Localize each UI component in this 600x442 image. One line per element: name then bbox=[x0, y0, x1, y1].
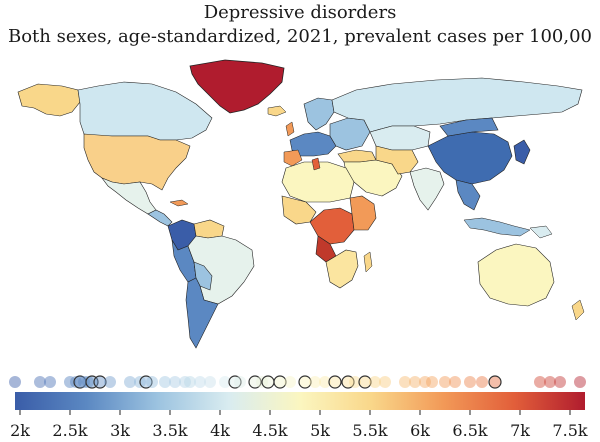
distribution-dot-highlighted[interactable] bbox=[298, 375, 312, 389]
distribution-dot[interactable] bbox=[369, 376, 381, 388]
distribution-dot[interactable] bbox=[70, 376, 82, 388]
distribution-dot[interactable] bbox=[184, 376, 196, 388]
region-southeast-asia[interactable] bbox=[455, 179, 481, 211]
distribution-dot[interactable] bbox=[319, 376, 331, 388]
distribution-dot[interactable] bbox=[9, 376, 21, 388]
distribution-dot[interactable] bbox=[449, 376, 461, 388]
distribution-dot[interactable] bbox=[409, 376, 421, 388]
region-usa[interactable] bbox=[83, 133, 191, 191]
distribution-dot[interactable] bbox=[64, 376, 76, 388]
distribution-dot[interactable] bbox=[146, 376, 158, 388]
colorbar-tick-label: 6k bbox=[410, 421, 430, 440]
region-east-africa[interactable] bbox=[349, 195, 377, 231]
region-russia[interactable] bbox=[331, 77, 583, 133]
distribution-dot[interactable] bbox=[426, 376, 438, 388]
distribution-dot-highlighted[interactable] bbox=[273, 375, 287, 389]
colorbar-tick-label: 2k bbox=[10, 421, 30, 440]
colorbar-tick-label: 7.5k bbox=[552, 421, 587, 440]
region-new-zealand[interactable] bbox=[571, 299, 585, 321]
colorbar-tick-label: 3k bbox=[110, 421, 130, 440]
distribution-dot[interactable] bbox=[544, 376, 556, 388]
distribution-dot-highlighted[interactable] bbox=[248, 375, 262, 389]
distribution-dot[interactable] bbox=[419, 376, 431, 388]
distribution-dot-highlighted[interactable] bbox=[93, 375, 107, 389]
distribution-dot-highlighted[interactable] bbox=[261, 375, 275, 389]
distribution-dot[interactable] bbox=[34, 376, 46, 388]
region-central-africa[interactable] bbox=[309, 207, 355, 245]
distribution-dot[interactable] bbox=[309, 376, 321, 388]
color-legend: 2k 2.5k 3k 3.5k 4k 4.5k 5k 5.5k 6k 6.5k 7k 7.5k bbox=[10, 392, 588, 440]
distribution-dot[interactable] bbox=[476, 376, 488, 388]
distribution-dot[interactable] bbox=[82, 376, 94, 388]
region-eastern-europe[interactable] bbox=[329, 117, 371, 151]
distribution-dot[interactable] bbox=[464, 376, 476, 388]
distribution-dot[interactable] bbox=[534, 376, 546, 388]
distribution-dot-highlighted[interactable] bbox=[328, 375, 342, 389]
colorbar-tick-label: 4k bbox=[210, 421, 230, 440]
region-argentina[interactable] bbox=[185, 277, 219, 349]
region-central-america[interactable] bbox=[147, 209, 173, 227]
region-madagascar[interactable] bbox=[363, 251, 373, 273]
distribution-dot[interactable] bbox=[399, 376, 411, 388]
region-greenland[interactable] bbox=[189, 59, 285, 114]
distribution-dot[interactable] bbox=[219, 376, 231, 388]
region-indonesia[interactable] bbox=[463, 217, 531, 237]
distribution-dot[interactable] bbox=[349, 376, 361, 388]
map-subtitle: Both sexes, age-standardized, 2021, prev… bbox=[7, 26, 593, 47]
region-caribbean[interactable] bbox=[169, 199, 189, 207]
region-alaska[interactable] bbox=[17, 83, 81, 117]
distribution-dot-highlighted[interactable] bbox=[358, 375, 372, 389]
region-central-asia[interactable] bbox=[369, 125, 431, 151]
region-venezuela[interactable] bbox=[193, 219, 225, 239]
colorbar-tick-label: 2.5k bbox=[52, 421, 87, 440]
distribution-dot[interactable] bbox=[379, 376, 391, 388]
distribution-dot[interactable] bbox=[554, 376, 566, 388]
distribution-dot[interactable] bbox=[439, 376, 451, 388]
region-iberia[interactable] bbox=[283, 149, 303, 167]
region-canada[interactable] bbox=[77, 81, 213, 141]
distribution-dot[interactable] bbox=[159, 376, 171, 388]
colorbar-tick-label: 6.5k bbox=[452, 421, 487, 440]
distribution-dot-highlighted[interactable] bbox=[139, 375, 153, 389]
distribution-dot[interactable] bbox=[44, 376, 56, 388]
region-australia[interactable] bbox=[477, 243, 555, 307]
region-india[interactable] bbox=[409, 167, 445, 211]
distribution-dots bbox=[9, 375, 586, 389]
distribution-dot[interactable] bbox=[194, 376, 206, 388]
map-title: Depressive disorders bbox=[203, 2, 397, 23]
region-tunisia[interactable] bbox=[311, 157, 321, 171]
distribution-dot[interactable] bbox=[284, 376, 296, 388]
region-uk[interactable] bbox=[285, 121, 295, 137]
colorbar-tick-label: 5.5k bbox=[352, 421, 387, 440]
distribution-dot-highlighted[interactable] bbox=[228, 375, 242, 389]
world-choropleth-map bbox=[17, 59, 585, 349]
region-mongolia[interactable] bbox=[439, 117, 499, 137]
region-iceland[interactable] bbox=[267, 105, 287, 117]
distribution-dot[interactable] bbox=[204, 376, 216, 388]
colorbar-tick-label: 3.5k bbox=[152, 421, 187, 440]
distribution-dot[interactable] bbox=[574, 376, 586, 388]
distribution-dot[interactable] bbox=[234, 376, 246, 388]
region-scandinavia[interactable] bbox=[303, 97, 335, 131]
distribution-dot-highlighted[interactable] bbox=[341, 375, 355, 389]
colorbar-tick-label: 5k bbox=[310, 421, 330, 440]
distribution-dot[interactable] bbox=[179, 376, 191, 388]
colorbar-gradient bbox=[15, 392, 585, 410]
region-southern-africa[interactable] bbox=[325, 249, 359, 289]
region-png[interactable] bbox=[529, 225, 553, 239]
distribution-dot[interactable] bbox=[169, 376, 181, 388]
distribution-dot[interactable] bbox=[124, 376, 136, 388]
distribution-dot[interactable] bbox=[104, 376, 116, 388]
colorbar-tick-label: 4.5k bbox=[252, 421, 287, 440]
region-turkey[interactable] bbox=[337, 149, 377, 163]
colorbar-tick-label: 7k bbox=[510, 421, 530, 440]
distribution-dot-highlighted[interactable] bbox=[488, 375, 502, 389]
region-japan[interactable] bbox=[513, 139, 531, 165]
